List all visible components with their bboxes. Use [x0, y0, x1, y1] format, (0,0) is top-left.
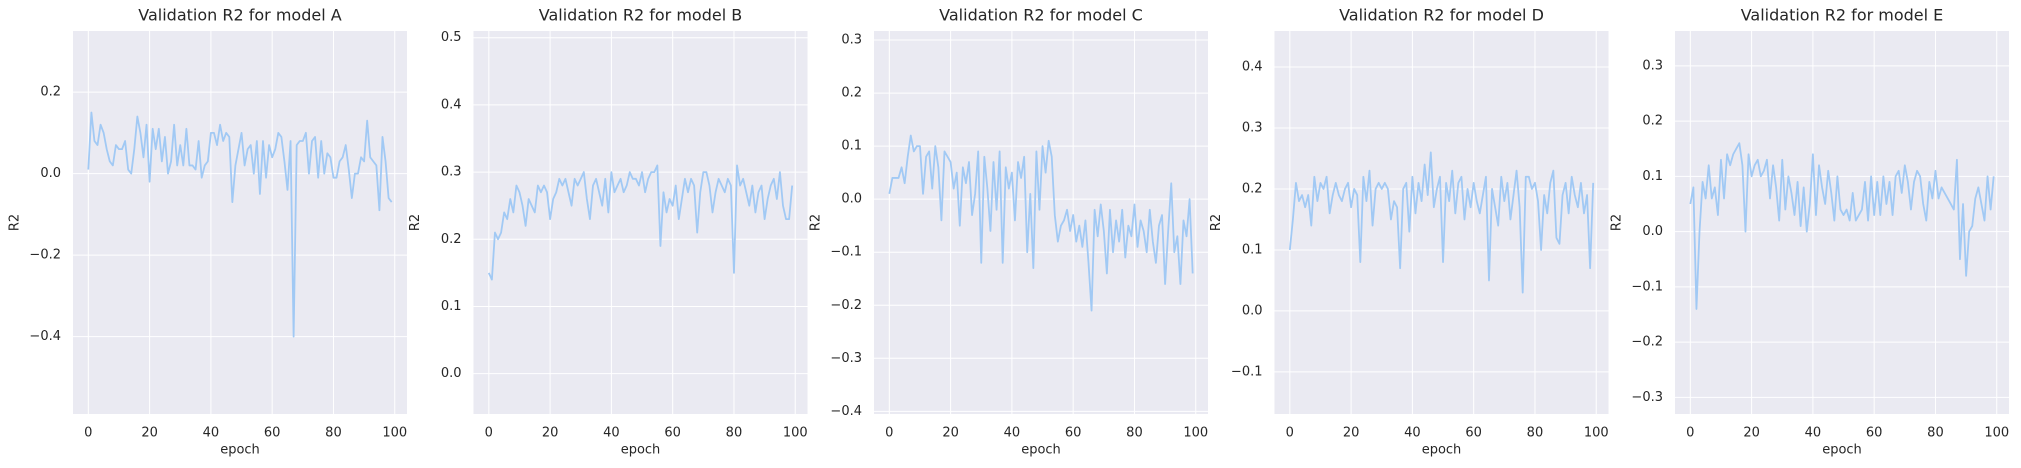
x-tick-label: 0 — [885, 426, 893, 441]
chart-title: Validation R2 for model B — [539, 6, 742, 25]
x-tick-label: 20 — [1343, 426, 1360, 441]
x-tick-label: 40 — [1805, 426, 1822, 441]
plot-area — [874, 31, 1208, 414]
y-tick-label: −0.3 — [1631, 390, 1663, 405]
x-tick-label: 0 — [84, 426, 92, 441]
x-tick-label: 100 — [382, 426, 407, 441]
y-tick-label: 0.1 — [441, 299, 462, 314]
x-tick-label: 40 — [1404, 426, 1421, 441]
y-axis-label: R2 — [8, 214, 23, 231]
chart-title: Validation R2 for model A — [138, 6, 341, 25]
x-tick-label: 60 — [1866, 426, 1883, 441]
x-tick-label: 100 — [1984, 426, 2009, 441]
y-tick-label: 0.4 — [441, 97, 462, 112]
y-tick-label: 0.0 — [40, 166, 61, 181]
y-tick-label: −0.4 — [830, 404, 862, 419]
y-tick-label: 0.2 — [1642, 114, 1663, 129]
chart-title: Validation R2 for model E — [1741, 6, 1944, 25]
x-tick-label: 80 — [726, 426, 743, 441]
y-tick-label: 0.0 — [841, 192, 862, 207]
y-tick-label: 0.3 — [1642, 58, 1663, 73]
y-tick-label: 0.2 — [40, 85, 61, 100]
x-tick-label: 80 — [1126, 426, 1143, 441]
x-tick-label: 60 — [664, 426, 681, 441]
y-tick-label: 0.5 — [441, 30, 462, 45]
x-tick-label: 60 — [1065, 426, 1082, 441]
data-line — [888, 134, 1194, 312]
x-axis-label: epoch — [220, 443, 260, 458]
x-tick-label: 100 — [1584, 426, 1609, 441]
x-tick-label: 60 — [1465, 426, 1482, 441]
x-axis-label: epoch — [1822, 443, 1862, 458]
plot-area — [73, 31, 407, 414]
x-tick-label: 40 — [603, 426, 620, 441]
y-tick-label: −0.2 — [1631, 335, 1663, 350]
y-tick-label: 0.2 — [441, 232, 462, 247]
y-tick-label: 0.2 — [1242, 181, 1263, 196]
chart-title: Validation R2 for model C — [939, 6, 1143, 25]
x-tick-label: 40 — [203, 426, 220, 441]
x-tick-label: 80 — [1527, 426, 1544, 441]
x-tick-label: 80 — [325, 426, 342, 441]
x-tick-label: 40 — [1004, 426, 1021, 441]
y-tick-label: −0.1 — [1231, 364, 1263, 379]
x-tick-label: 20 — [942, 426, 959, 441]
x-tick-label: 60 — [264, 426, 281, 441]
data-line — [1288, 151, 1595, 294]
y-tick-label: 0.3 — [841, 33, 862, 48]
y-axis-label: R2 — [809, 214, 824, 231]
y-tick-label: 0.3 — [441, 165, 462, 180]
y-tick-label: 0.0 — [1642, 224, 1663, 239]
x-axis-label: epoch — [1021, 443, 1061, 458]
data-line — [488, 164, 794, 281]
x-tick-label: 0 — [1286, 426, 1294, 441]
x-tick-label: 100 — [1183, 426, 1208, 441]
x-tick-label: 0 — [485, 426, 493, 441]
data-line — [1689, 142, 1995, 310]
y-tick-label: 0.2 — [841, 86, 862, 101]
y-tick-label: 0.1 — [841, 139, 862, 154]
y-axis-label: R2 — [408, 214, 423, 231]
chart-title: Validation R2 for model D — [1339, 6, 1544, 25]
plot-area — [1675, 31, 2009, 414]
x-tick-label: 0 — [1686, 426, 1694, 441]
y-axis-label: R2 — [1610, 214, 1625, 231]
y-tick-label: −0.1 — [1631, 279, 1663, 294]
x-tick-label: 100 — [783, 426, 808, 441]
y-tick-label: 0.4 — [1242, 59, 1263, 74]
y-tick-label: 0.0 — [1242, 303, 1263, 318]
y-tick-label: −0.2 — [830, 298, 862, 313]
y-tick-label: −0.3 — [830, 351, 862, 366]
y-tick-label: 0.0 — [441, 366, 462, 381]
x-tick-label: 20 — [542, 426, 559, 441]
x-axis-label: epoch — [621, 443, 661, 458]
y-axis-label: R2 — [1209, 214, 1224, 231]
x-tick-label: 20 — [141, 426, 158, 441]
y-tick-label: 0.3 — [1242, 120, 1263, 135]
plot-area — [473, 31, 808, 414]
y-tick-label: 0.1 — [1642, 169, 1663, 184]
x-tick-label: 80 — [1927, 426, 1944, 441]
x-axis-label: epoch — [1422, 443, 1462, 458]
y-tick-label: −0.4 — [29, 329, 61, 344]
data-line — [87, 111, 393, 338]
x-tick-label: 20 — [1743, 426, 1760, 441]
y-tick-label: −0.2 — [29, 248, 61, 263]
y-tick-label: 0.1 — [1242, 242, 1263, 257]
y-tick-label: −0.1 — [830, 245, 862, 260]
